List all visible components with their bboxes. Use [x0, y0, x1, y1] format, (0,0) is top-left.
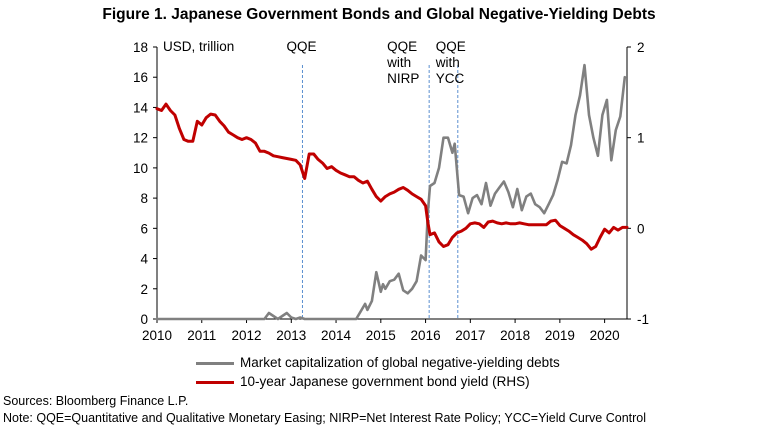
legend-swatch-red — [196, 380, 234, 384]
series-line-jgb-yield — [155, 102, 629, 251]
right-tick-label: 1 — [637, 131, 645, 146]
left-tick-label: 2 — [140, 282, 148, 297]
x-tick-label: 2019 — [545, 328, 575, 343]
legend-swatch-gray — [196, 361, 234, 365]
event-label: QQE — [436, 39, 466, 54]
event-label: QQE — [286, 39, 316, 54]
x-tick-label: 2018 — [500, 328, 530, 343]
legend-item-jgb-yield: 10-year Japanese government bond yield (… — [196, 374, 530, 389]
event-label: QQE — [387, 39, 417, 54]
left-tick-label: 6 — [140, 221, 148, 236]
left-axis-unit-label: USD, trillion — [163, 39, 234, 54]
right-tick-label: -1 — [637, 312, 649, 327]
x-tick-label: 2013 — [276, 328, 306, 343]
left-tick-label: 10 — [133, 161, 148, 176]
x-tick-label: 2015 — [366, 328, 396, 343]
legend-label-jgb-yield: 10-year Japanese government bond yield (… — [240, 374, 530, 389]
sources-text: Sources: Bloomberg Finance L.P. — [3, 394, 189, 408]
event-label: YCC — [436, 71, 465, 86]
x-tick-label: 2014 — [321, 328, 352, 343]
left-tick-label: 14 — [133, 100, 149, 115]
right-tick-label: 2 — [637, 40, 645, 55]
left-tick-label: 4 — [140, 252, 148, 267]
left-tick-label: 16 — [133, 70, 148, 85]
x-tick-label: 2011 — [187, 328, 216, 343]
left-tick-label: 18 — [133, 40, 148, 55]
note-text: Note: QQE=Quantitative and Qualitative M… — [3, 411, 647, 425]
x-tick-label: 2012 — [232, 328, 262, 343]
x-tick-label: 2017 — [455, 328, 485, 343]
x-tick-label: 2020 — [590, 328, 620, 343]
left-tick-label: 12 — [133, 131, 148, 146]
chart-title: Figure 1. Japanese Government Bonds and … — [102, 6, 656, 23]
event-label: with — [435, 55, 460, 70]
right-tick-label: 0 — [637, 221, 645, 236]
left-tick-label: 0 — [140, 312, 148, 327]
left-tick-label: 8 — [140, 191, 148, 206]
event-label: with — [386, 55, 411, 70]
event-label: NIRP — [387, 71, 419, 86]
series-line-market-cap — [155, 63, 627, 321]
legend-label-market-cap: Market capitalization of global negative… — [240, 355, 560, 370]
x-tick-label: 2010 — [142, 328, 172, 343]
x-tick-label: 2016 — [411, 328, 441, 343]
legend-item-market-cap: Market capitalization of global negative… — [196, 355, 560, 370]
